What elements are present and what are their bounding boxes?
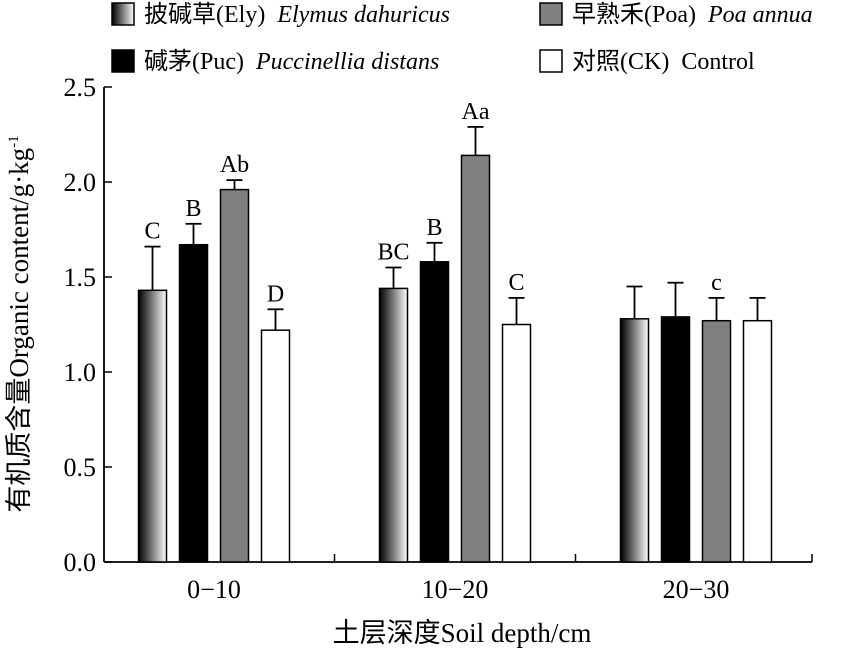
x-axis-title: 土层深度Soil depth/cm	[333, 618, 592, 648]
x-tick-label: 0−10	[187, 575, 241, 604]
bars	[137, 154, 773, 563]
bar	[742, 319, 773, 563]
legend-swatch-poa	[539, 2, 563, 26]
significance-label: C	[508, 270, 524, 296]
significance-label: C	[144, 219, 160, 245]
legend-label-ck: 对照(CK)	[572, 48, 669, 75]
legend-item-puc: 碱茅(Puc) Puccinellia distans	[111, 48, 439, 75]
legend-label-ely: 披碱草(Ely)	[144, 1, 265, 28]
bar	[137, 289, 168, 563]
y-axis-title-text: 有机质含量Organic content/g·kg	[4, 148, 34, 513]
y-axis-title-sup: -1	[6, 135, 22, 148]
legend: 披碱草(Ely) Elymus dahuricus 早熟禾(Poa) Poa a…	[111, 1, 813, 75]
significance-label: c	[711, 270, 722, 296]
y-axis-title: 有机质含量Organic content/g·kg-1	[4, 135, 34, 512]
bar	[419, 261, 450, 563]
legend-label-puc: 碱茅(Puc)	[144, 48, 244, 75]
y-tick-label: 1.5	[64, 263, 97, 292]
bar	[619, 318, 650, 563]
significance-label: Aa	[462, 99, 490, 125]
bar	[501, 323, 532, 563]
significance-label: D	[267, 281, 284, 307]
svg-text:披碱草(Ely) Elymus dahuri: 披碱草(Ely) Elymus dahuricus	[144, 1, 450, 28]
significance-label: Ab	[220, 152, 249, 178]
x-tick-label: 20−30	[663, 575, 730, 604]
axes: 0.0 0.5 1.0 1.5 2.0 2.5 0−10 10−20 20−30	[64, 73, 813, 604]
legend-swatch-puc	[111, 49, 135, 73]
y-tick-label: 1.0	[64, 358, 97, 387]
y-tick-label: 0.0	[64, 548, 97, 577]
svg-text:对照(CK) Control: 对照(CK) Control	[572, 48, 755, 75]
bar	[701, 319, 732, 563]
significance-label: B	[426, 215, 442, 241]
legend-latin-poa: Poa annua	[707, 2, 813, 28]
svg-text:碱茅(Puc) Puccinellia di: 碱茅(Puc) Puccinellia distans	[144, 48, 439, 75]
bar	[178, 243, 209, 563]
legend-latin-ck: Control	[681, 49, 755, 75]
legend-latin-ely: Elymus dahuricus	[276, 2, 450, 28]
significance-label: BC	[377, 240, 409, 266]
bar	[219, 188, 250, 563]
error-bars	[144, 126, 766, 331]
bar	[260, 329, 291, 563]
y-tick-label: 2.5	[64, 73, 97, 102]
legend-item-poa: 早熟禾(Poa) Poa annua	[539, 1, 813, 28]
bar	[460, 154, 491, 563]
x-tick-label: 10−20	[422, 575, 489, 604]
y-tick-label: 2.0	[64, 168, 97, 197]
legend-item-ck: 对照(CK) Control	[539, 48, 755, 75]
svg-text:早熟禾(Poa) Poa annua: 早熟禾(Poa) Poa annua	[572, 1, 813, 28]
legend-latin-puc: Puccinellia distans	[255, 49, 439, 75]
significance-label: B	[185, 196, 201, 222]
legend-label-poa: 早熟禾(Poa)	[572, 1, 696, 28]
bar	[660, 316, 691, 563]
significance-labels: C BC B B Ab Aa c D C	[144, 99, 721, 307]
legend-swatch-ely	[111, 2, 135, 26]
legend-swatch-ck	[539, 49, 563, 73]
bar	[378, 287, 409, 563]
legend-item-ely: 披碱草(Ely) Elymus dahuricus	[111, 1, 450, 28]
y-tick-label: 0.5	[64, 453, 97, 482]
